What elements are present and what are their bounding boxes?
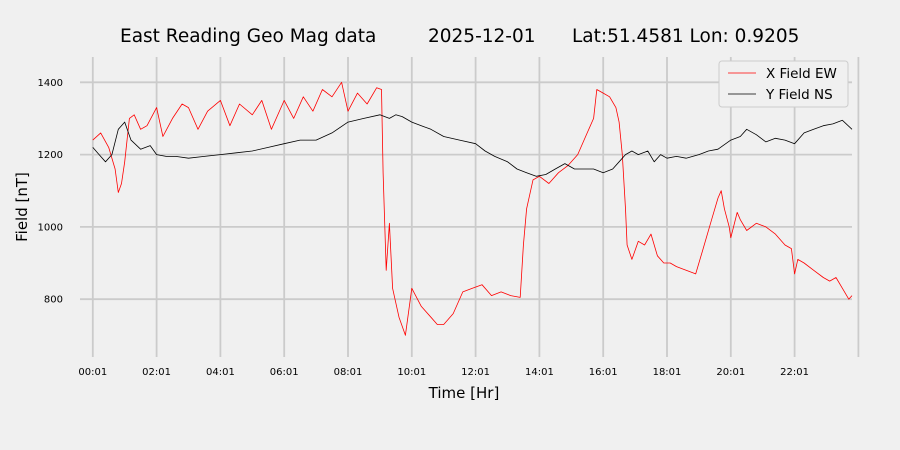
- series-line-x-field-ew: [92, 81, 853, 336]
- x-tick-label: 10:01: [397, 367, 426, 378]
- y-tick-label: 800: [44, 295, 63, 306]
- x-tick-label: 20:01: [716, 367, 745, 378]
- y-tick-label: 1400: [38, 78, 63, 89]
- legend: X Field EW Y Field NS: [718, 60, 849, 108]
- x-tick-label: 00:01: [78, 367, 107, 378]
- x-tick-label: 06:01: [270, 367, 299, 378]
- x-tick-label: 02:01: [142, 367, 171, 378]
- plot-lines: [92, 81, 853, 336]
- legend-label-x-field: X Field EW: [766, 66, 837, 82]
- x-tick-label: 16:01: [589, 367, 618, 378]
- x-tick-label: 04:01: [206, 367, 235, 378]
- y-tick-label: 1200: [38, 150, 63, 161]
- x-tick-label: 08:01: [334, 367, 363, 378]
- x-tick-label: 22:01: [780, 367, 809, 378]
- x-tick-label: 14:01: [525, 367, 554, 378]
- chart-title-date: 2025-12-01: [428, 26, 536, 47]
- y-tick-label: 1000: [38, 222, 63, 233]
- legend-label-y-field: Y Field NS: [765, 87, 833, 103]
- legend-box: [718, 60, 849, 108]
- series-line-y-field-ns: [92, 114, 853, 177]
- chart-title: East Reading Geo Mag data 2025-12-01 Lat…: [120, 26, 799, 47]
- y-tick-labels: 800 1000 1200 1400: [38, 78, 63, 306]
- chart-title-name: East Reading Geo Mag data: [120, 26, 376, 47]
- x-tick-label: 12:01: [461, 367, 490, 378]
- y-axis-label: Field [nT]: [13, 172, 31, 242]
- chart-title-location: Lat:51.4581 Lon: 0.9205: [572, 26, 799, 47]
- x-tick-label: 18:01: [653, 367, 682, 378]
- x-tick-labels: 00:01 02:01 04:01 06:01 08:01 10:01 12:01 14:01…: [78, 367, 809, 378]
- x-axis-label: Time [Hr]: [428, 384, 500, 402]
